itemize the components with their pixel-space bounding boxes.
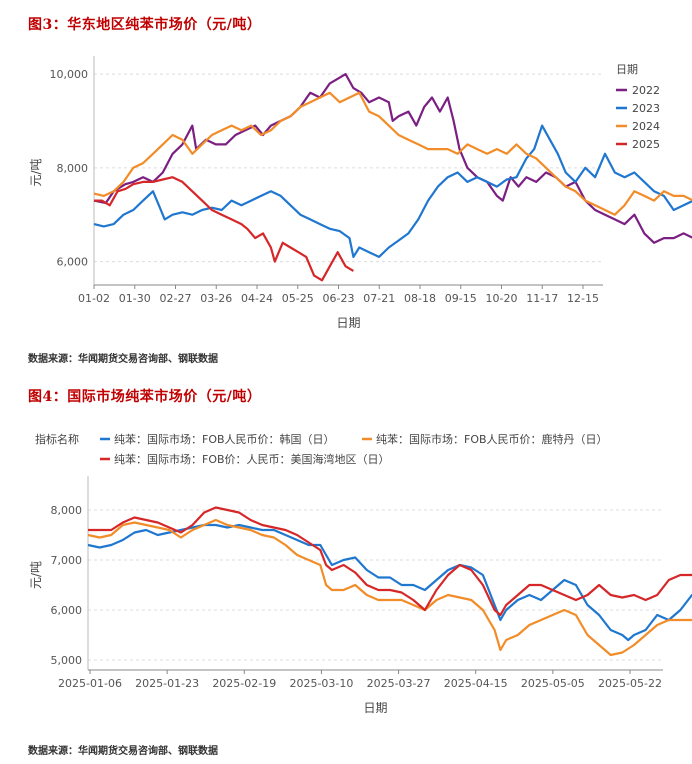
y-tick-label: 10,000 <box>50 68 89 81</box>
x-tick-label: 12-15 <box>567 292 599 305</box>
x-tick-label: 2025-03-27 <box>367 677 431 690</box>
x-tick-label: 2025-05-22 <box>598 677 662 690</box>
x-tick-label: 04-24 <box>241 292 273 305</box>
x-tick-label: 07-21 <box>363 292 395 305</box>
y-tick-label: 8,000 <box>51 504 83 517</box>
y-tick-label: 7,000 <box>51 554 83 567</box>
legend-label: 2022 <box>632 84 660 97</box>
x-tick-label: 2025-05-05 <box>521 677 585 690</box>
x-tick-label: 2025-02-19 <box>212 677 276 690</box>
x-axis-title: 日期 <box>336 316 360 330</box>
figure-3-source: 数据来源：华闻期货交易咨询部、钢联数据 <box>28 354 218 365</box>
legend-label: 纯苯：国际市场：FOB人民币价：韩国（日） <box>114 432 335 446</box>
x-tick-label: 2025-01-23 <box>135 677 199 690</box>
figure-4-title: 图4：国际市场纯苯市场价（元/吨） <box>28 389 262 405</box>
x-axis-title: 日期 <box>363 701 387 715</box>
y-tick-label: 5,000 <box>51 654 83 667</box>
x-tick-label: 09-15 <box>445 292 477 305</box>
series-line-纯苯：国际市场：FOB价：人民币：美国海湾地区（日） <box>88 506 692 617</box>
x-tick-label: 03-26 <box>200 292 232 305</box>
y-tick-label: 8,000 <box>57 162 89 175</box>
series-line-2022 <box>93 73 692 244</box>
y-axis-title: 元/吨 <box>29 561 43 589</box>
x-tick-label: 2025-04-15 <box>444 677 508 690</box>
series-line-2023 <box>93 124 692 258</box>
legend-label: 2025 <box>632 138 660 151</box>
x-tick-label: 10-20 <box>486 292 518 305</box>
legend-label: 2024 <box>632 120 660 133</box>
series-line-2025 <box>94 176 354 282</box>
x-tick-label: 01-30 <box>119 292 151 305</box>
legend-label: 纯苯：国际市场：FOB人民币价：鹿特丹（日） <box>376 432 608 446</box>
y-axis-title: 元/吨 <box>29 158 43 186</box>
x-tick-label: 2025-03-10 <box>289 677 353 690</box>
series-line-纯苯：国际市场：FOB人民币价：韩国（日） <box>87 523 692 642</box>
y-tick-label: 6,000 <box>57 256 89 269</box>
x-tick-label: 02-27 <box>160 292 192 305</box>
x-tick-label: 2025-01-06 <box>58 677 122 690</box>
x-tick-label: 06-23 <box>323 292 355 305</box>
legend-label: 纯苯：国际市场：FOB价：人民币：美国海湾地区（日） <box>114 452 390 466</box>
series-line-纯苯：国际市场：FOB人民币价：鹿特丹（日） <box>87 518 692 657</box>
figure-4-source: 数据来源：华闻期货交易咨询部、钢联数据 <box>28 746 218 757</box>
x-tick-label: 01-02 <box>78 292 110 305</box>
figure-3-title: 图3：华东地区纯苯市场价（元/吨） <box>28 17 262 33</box>
x-tick-label: 05-25 <box>282 292 314 305</box>
legend-title: 日期 <box>616 63 638 76</box>
series-line-2024 <box>93 91 692 216</box>
x-tick-label: 08-18 <box>404 292 436 305</box>
legend-label: 2023 <box>632 102 660 115</box>
y-tick-label: 6,000 <box>51 604 83 617</box>
x-tick-label: 11-17 <box>526 292 558 305</box>
legend-title: 指标名称 <box>35 432 79 446</box>
